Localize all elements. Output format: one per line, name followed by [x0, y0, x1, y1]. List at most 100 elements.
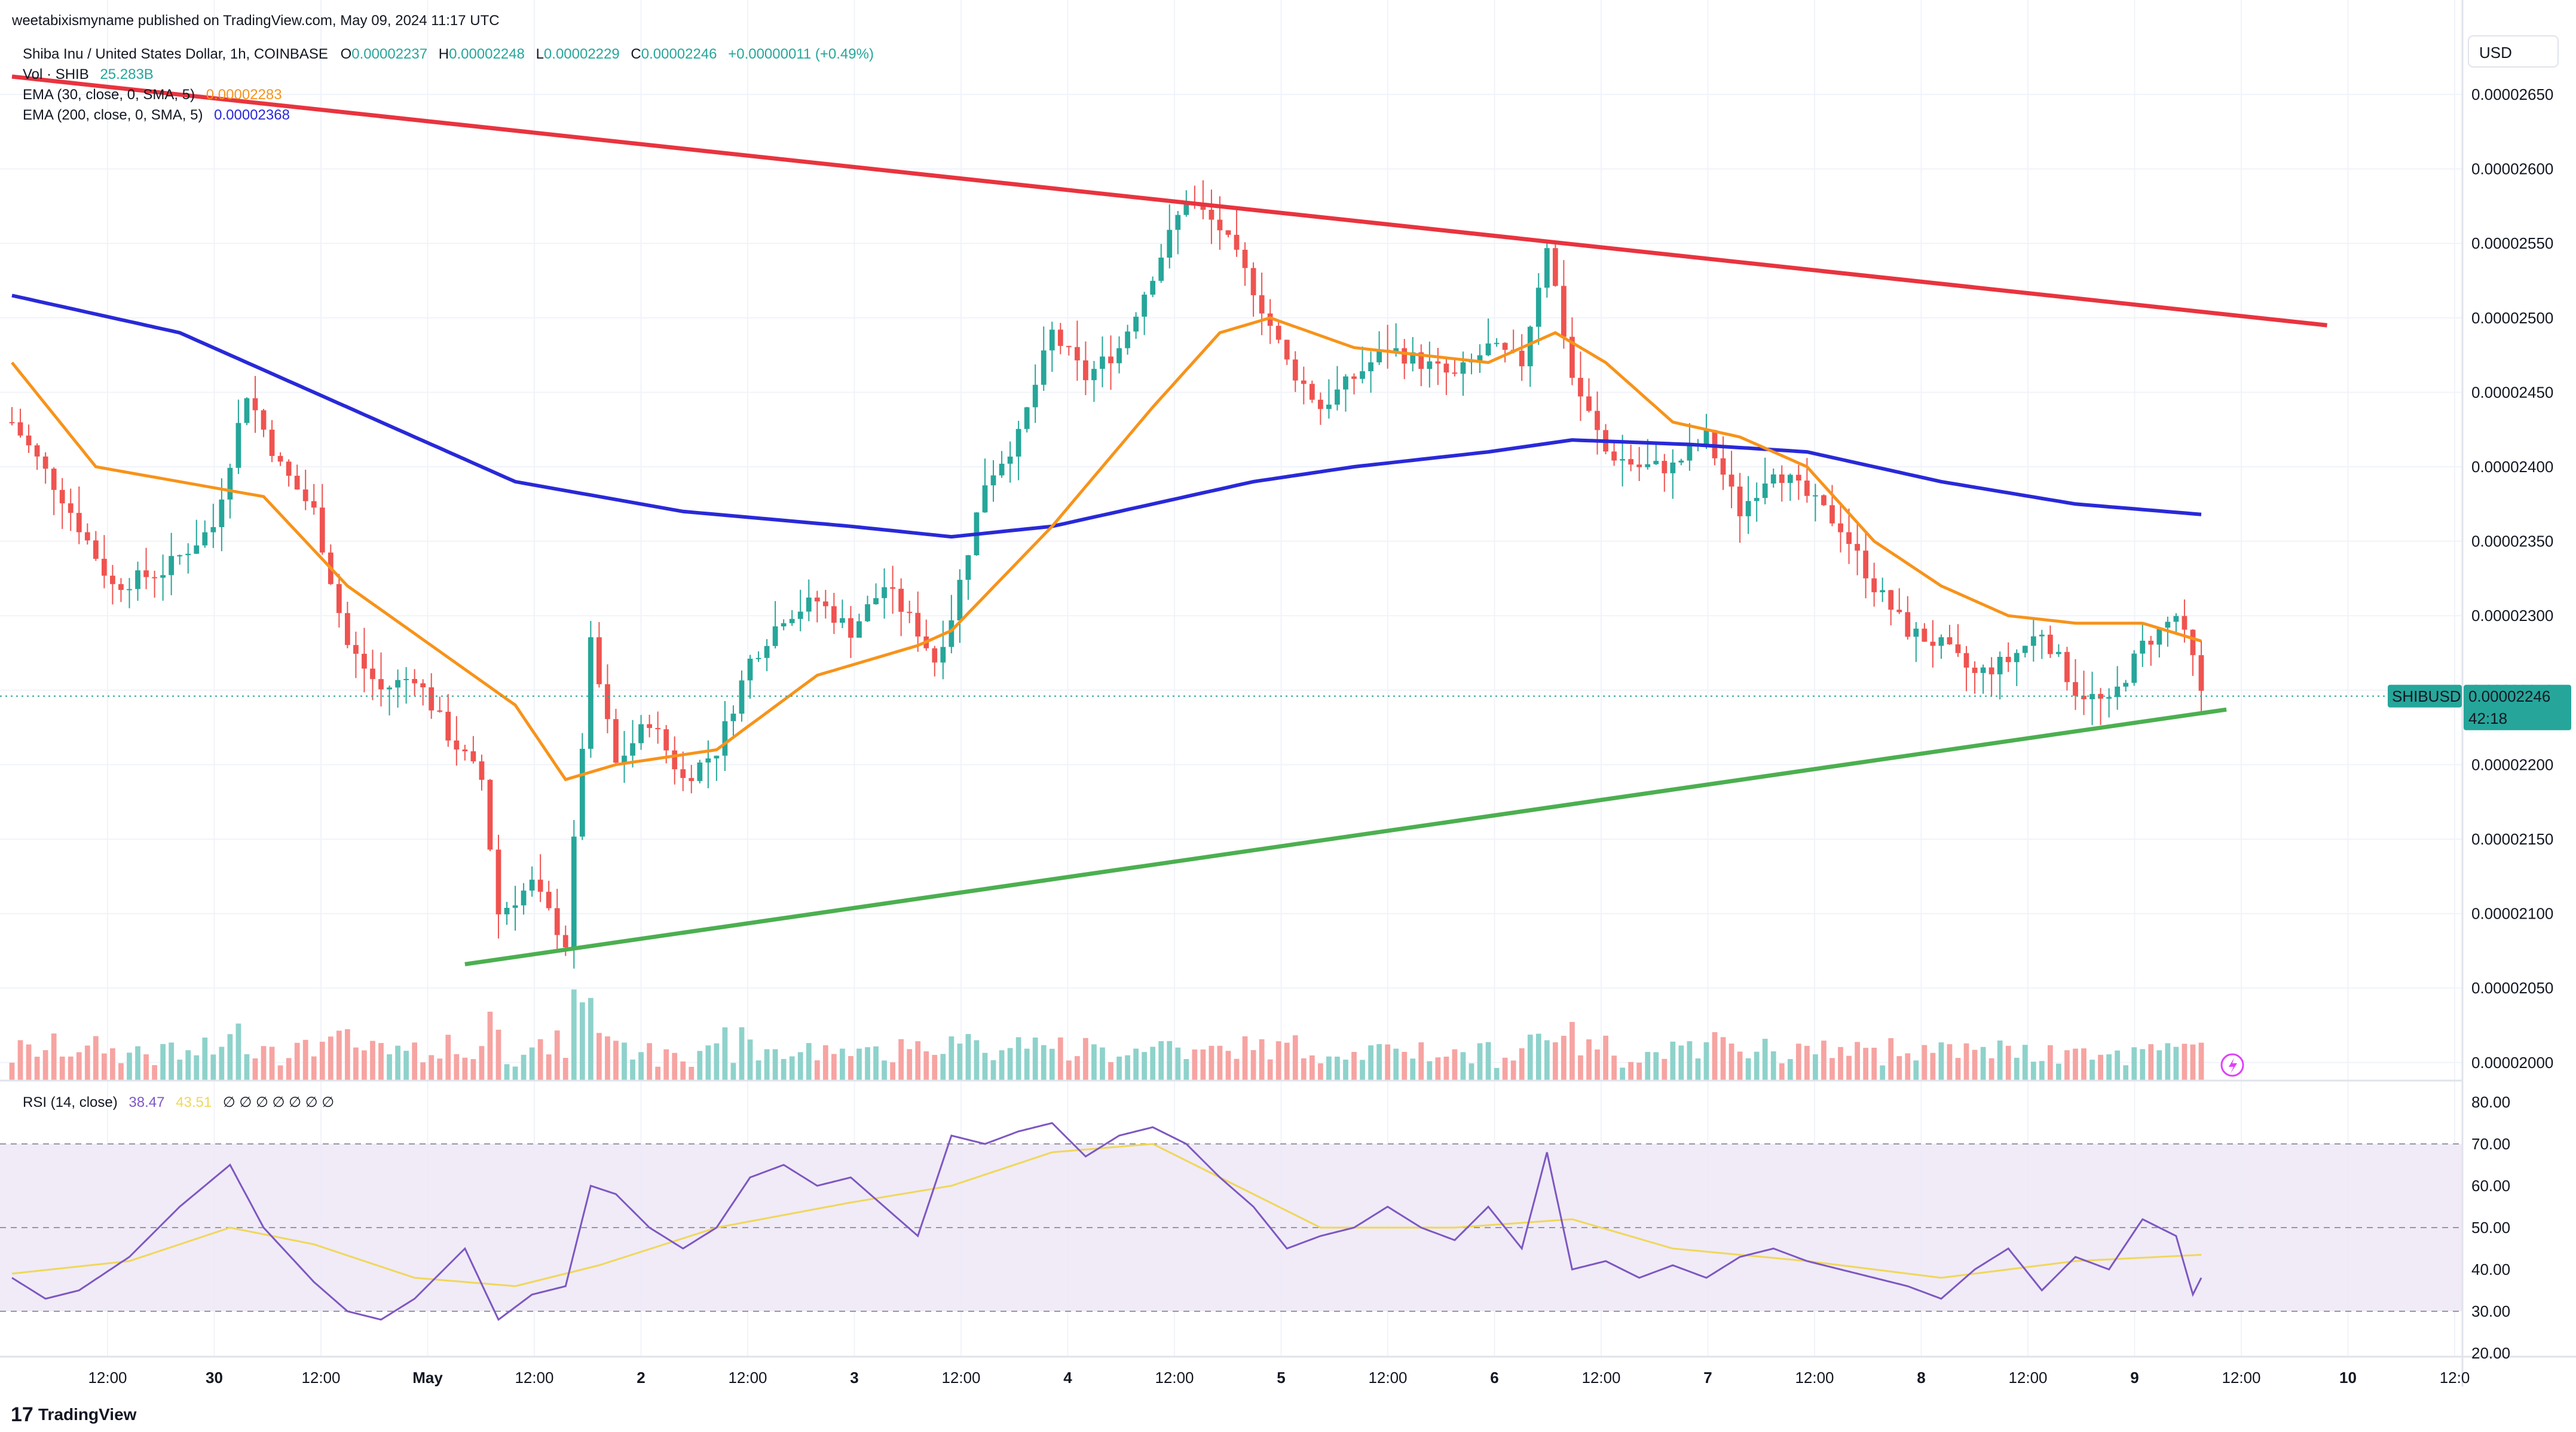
candle-body[interactable]	[160, 575, 166, 578]
candle-body[interactable]	[1855, 544, 1860, 551]
candle-body[interactable]	[1015, 429, 1021, 457]
candle-body[interactable]	[2039, 634, 2045, 637]
candle-body[interactable]	[1720, 458, 1726, 475]
candle-body[interactable]	[370, 668, 375, 680]
candle-body[interactable]	[1863, 550, 1868, 579]
candle-body[interactable]	[202, 532, 208, 546]
candle-body[interactable]	[1913, 628, 1919, 637]
candle-body[interactable]	[1309, 384, 1315, 400]
candle-body[interactable]	[1821, 495, 1827, 506]
candle-body[interactable]	[1988, 667, 1994, 675]
candle-body[interactable]	[822, 601, 828, 607]
candle-body[interactable]	[1142, 294, 1148, 317]
candle-body[interactable]	[1427, 361, 1433, 369]
candle-body[interactable]	[1284, 339, 1290, 360]
candle-body[interactable]	[294, 475, 300, 490]
candle-body[interactable]	[521, 891, 527, 905]
candle-body[interactable]	[1888, 590, 1894, 610]
candle-body[interactable]	[1502, 342, 1508, 350]
candle-body[interactable]	[487, 779, 493, 850]
candle-body[interactable]	[739, 680, 745, 714]
candle-body[interactable]	[227, 467, 233, 500]
candle-body[interactable]	[1041, 350, 1047, 385]
candle-body[interactable]	[856, 621, 862, 638]
candle-body[interactable]	[336, 584, 342, 613]
resistance-trendline[interactable]	[11, 74, 2327, 328]
candle-body[interactable]	[1150, 280, 1156, 295]
candle-body[interactable]	[1787, 475, 1793, 484]
candle-body[interactable]	[1938, 637, 1944, 646]
support-trendline[interactable]	[464, 707, 2227, 966]
candle-body[interactable]	[1292, 359, 1298, 381]
candle-body[interactable]	[546, 892, 552, 908]
candle-body[interactable]	[412, 679, 418, 684]
candle-body[interactable]	[907, 611, 913, 613]
candle-body[interactable]	[622, 755, 627, 763]
candle-body[interactable]	[1838, 523, 1843, 533]
currency-box[interactable]	[2468, 35, 2559, 68]
candle-body[interactable]	[1578, 378, 1583, 397]
candle-body[interactable]	[1922, 628, 1928, 642]
candle-body[interactable]	[2131, 653, 2137, 683]
candle-body[interactable]	[1552, 248, 1558, 286]
candle-body[interactable]	[1662, 461, 1668, 473]
candle-body[interactable]	[537, 879, 543, 892]
candle-body[interactable]	[672, 750, 678, 770]
candle-body[interactable]	[219, 499, 225, 527]
candle-body[interactable]	[2115, 686, 2121, 697]
candle-body[interactable]	[127, 589, 132, 590]
candle-body[interactable]	[437, 710, 443, 712]
candle-body[interactable]	[1183, 203, 1189, 215]
candle-body[interactable]	[1275, 326, 1281, 340]
candle-body[interactable]	[1628, 459, 1634, 465]
candle-body[interactable]	[1175, 215, 1181, 230]
rsi-axis[interactable]: 80.00 70.00 60.00 50.00 40.00 30.00 20.00	[2471, 1093, 2510, 1362]
candle-body[interactable]	[1636, 464, 1642, 467]
candlestick-series[interactable]	[9, 180, 2204, 969]
candle-body[interactable]	[2005, 656, 2011, 662]
candle-body[interactable]	[1997, 656, 2003, 675]
candle-body[interactable]	[1335, 389, 1340, 405]
candle-body[interactable]	[1611, 451, 1617, 461]
candle-body[interactable]	[596, 637, 602, 684]
candle-body[interactable]	[143, 570, 149, 577]
candle-body[interactable]	[185, 553, 191, 555]
candle-body[interactable]	[1779, 474, 1785, 484]
candle-body[interactable]	[747, 659, 753, 681]
candle-body[interactable]	[840, 618, 845, 623]
rsi-legend[interactable]: RSI (14, close) 38.47 43.51 ∅ ∅ ∅ ∅ ∅ ∅ …	[23, 1094, 334, 1110]
candle-body[interactable]	[529, 879, 535, 891]
candle-body[interactable]	[1703, 430, 1709, 445]
candle-body[interactable]	[1452, 372, 1458, 374]
candle-body[interactable]	[932, 648, 938, 663]
candle-body[interactable]	[2022, 645, 2028, 653]
candle-body[interactable]	[194, 545, 200, 554]
candle-body[interactable]	[755, 657, 761, 659]
candle-body[interactable]	[302, 489, 308, 501]
candle-body[interactable]	[554, 908, 560, 935]
candle-body[interactable]	[1880, 590, 1886, 592]
volume-legend[interactable]: Vol · SHIB 25.283B	[23, 66, 154, 82]
candle-body[interactable]	[1829, 505, 1835, 524]
candle-body[interactable]	[1057, 329, 1063, 346]
candle-body[interactable]	[177, 555, 183, 556]
candle-body[interactable]	[1259, 295, 1265, 314]
candle-body[interactable]	[882, 587, 887, 598]
candle-body[interactable]	[2182, 616, 2188, 630]
candle-body[interactable]	[1745, 501, 1751, 516]
candle-body[interactable]	[781, 623, 787, 627]
candle-body[interactable]	[999, 463, 1005, 476]
candle-body[interactable]	[286, 461, 292, 476]
candle-body[interactable]	[806, 597, 812, 612]
candle-body[interactable]	[1687, 445, 1693, 461]
candle-body[interactable]	[789, 619, 795, 623]
candle-body[interactable]	[319, 507, 325, 553]
candle-body[interactable]	[261, 410, 267, 430]
candle-body[interactable]	[1083, 360, 1088, 381]
candle-body[interactable]	[1318, 399, 1323, 409]
candle-body[interactable]	[1024, 407, 1030, 429]
candle-body[interactable]	[17, 422, 23, 436]
candle-body[interactable]	[362, 653, 367, 669]
candle-body[interactable]	[1544, 248, 1550, 288]
candle-body[interactable]	[1896, 610, 1902, 613]
